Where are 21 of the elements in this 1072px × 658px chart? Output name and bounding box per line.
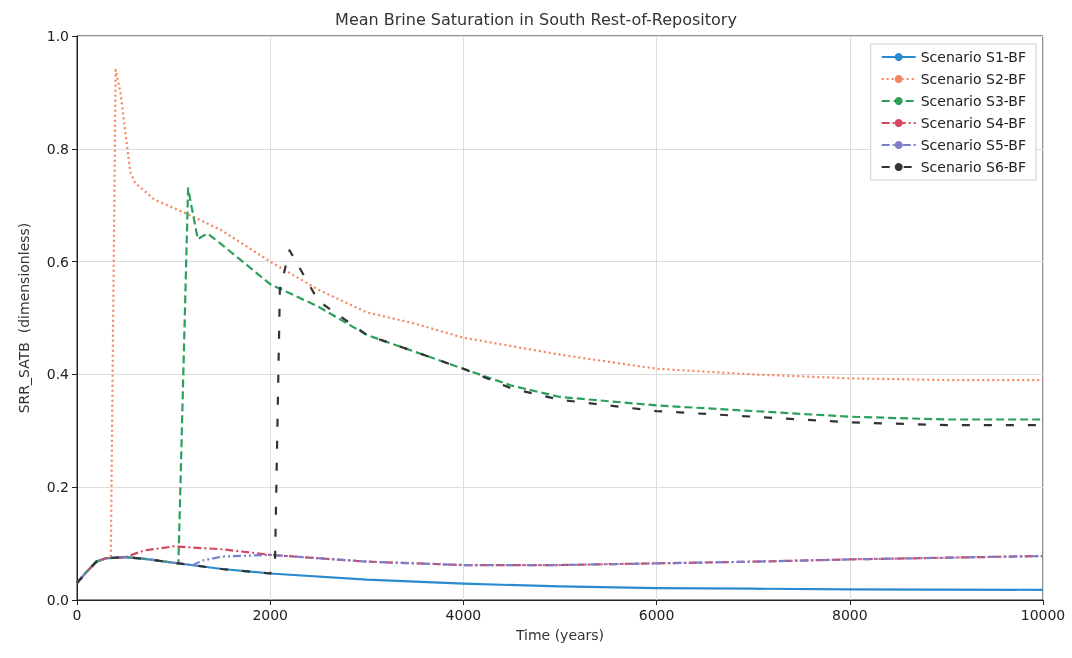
x-tick-label: 6000 [638,607,675,623]
x-tick-label: 8000 [831,607,868,623]
x-tick-label: 10000 [1020,607,1066,623]
x-tick-label: 0 [72,607,82,623]
y-tick-label: 0.8 [46,140,69,157]
legend-label: Scenario S4-BF [920,115,1027,131]
legend-label: Scenario S1-BF [920,49,1027,65]
x-tick-label: 2000 [252,607,289,623]
legend-label: Scenario S6-BF [920,159,1027,175]
legend-label: Scenario S5-BF [920,137,1027,153]
legend-label: Scenario S2-BF [920,71,1027,87]
y-tick-label: 0.2 [46,479,69,496]
x-axis-title: Time (years) [514,627,605,643]
legend-label: Scenario S3-BF [920,93,1027,109]
chart-title: Mean Brine Saturation in South Rest-of-Repository [335,9,737,29]
y-axis-title: SRR_SATB (dimensionless) [16,222,32,414]
y-tick-label: 0.4 [46,366,70,383]
y-tick-label: 1.0 [46,28,69,44]
x-tick-label: 4000 [445,607,482,623]
y-tick-label: 0.6 [46,253,70,270]
y-tick-label: 0.0 [46,592,69,608]
